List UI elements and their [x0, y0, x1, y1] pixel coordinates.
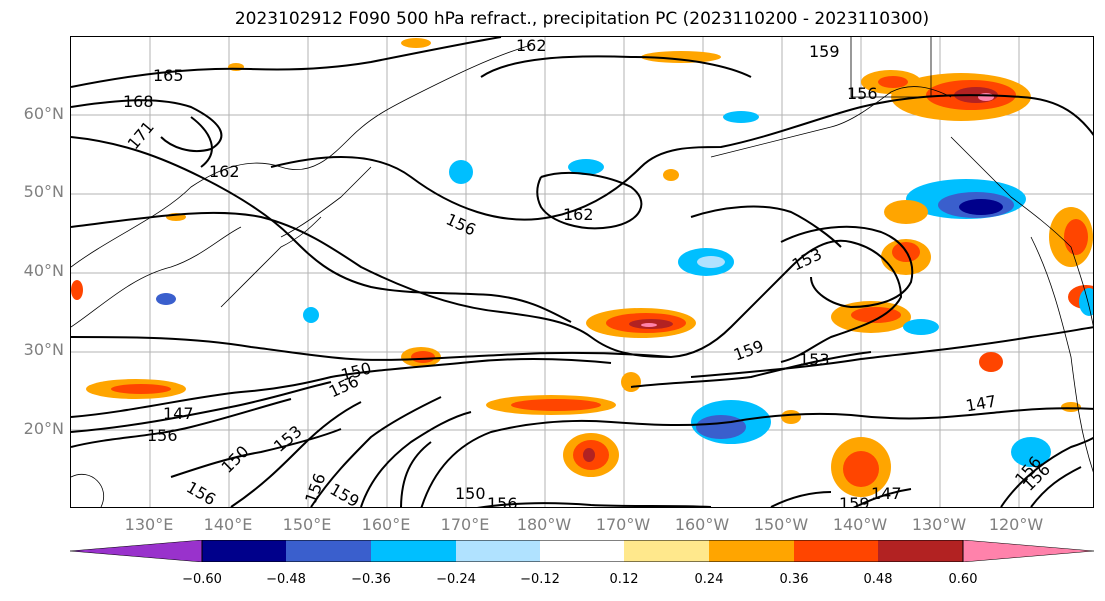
colorbar-extend-low: [69, 539, 203, 563]
colorbar-swatch: [624, 540, 709, 562]
colorbar-tick: −0.60: [182, 572, 222, 587]
contour-label: 165: [153, 66, 184, 85]
colorbar-swatch: [878, 540, 963, 562]
colorbar-tick: 0.60: [948, 572, 978, 587]
contour-label: 156: [487, 494, 518, 508]
lat-label-40n: 40°N: [23, 261, 64, 280]
contour-label: 156: [183, 477, 219, 508]
precip-shading: [71, 38, 1093, 497]
contour-label: 168: [123, 92, 154, 111]
contour-label: 159: [809, 42, 840, 61]
colorbar-canvas: [69, 539, 1095, 563]
lon-label-140w: 140°W: [832, 515, 888, 534]
colorbar-tick: 0.36: [779, 572, 809, 587]
map-title: 2023102912 F090 500 hPa refract., precip…: [234, 9, 930, 29]
lat-label-60n: 60°N: [23, 104, 64, 123]
contour-label: 153: [799, 350, 830, 369]
colorbar-tick: −0.48: [266, 572, 306, 587]
coastlines: [71, 37, 1093, 507]
colorbar-tick: 0.24: [694, 572, 724, 587]
lon-label-150e: 150°E: [282, 515, 332, 534]
map-panel: 162 159 165 168 171 162 156 162 156 153 …: [70, 36, 1094, 508]
colorbar-tick: −0.12: [520, 572, 560, 587]
contour-label: 159: [327, 479, 363, 508]
colorbar-tick: −0.36: [351, 572, 391, 587]
lon-label-180w: 180°W: [516, 515, 572, 534]
contour-label: 150: [455, 484, 486, 503]
lat-label-20n: 20°N: [23, 419, 64, 438]
contour-label: 159: [731, 336, 766, 364]
lon-label-160e: 160°E: [361, 515, 411, 534]
contour-label: 159: [839, 494, 870, 508]
lat-label-30n: 30°N: [23, 340, 64, 359]
lon-label-140e: 140°E: [203, 515, 253, 534]
colorbar-tick: 0.48: [863, 572, 893, 587]
map-canvas: 162 159 165 168 171 162 156 162 156 153 …: [71, 37, 1093, 508]
contour-label: 150: [218, 442, 253, 477]
contour-label: 153: [789, 244, 825, 274]
colorbar-swatch: [794, 540, 878, 562]
colorbar-swatch: [202, 540, 286, 562]
lon-label-150w: 150°W: [753, 515, 809, 534]
contour-label: 156: [147, 426, 178, 445]
contour-label: 147: [163, 404, 194, 423]
lat-label-50n: 50°N: [23, 182, 64, 201]
colorbar-swatch: [709, 540, 794, 562]
contour-label: 162: [516, 37, 547, 55]
colorbar-extend-high: [962, 539, 1095, 563]
lon-label-160w: 160°W: [674, 515, 730, 534]
lon-label-170w: 170°W: [595, 515, 651, 534]
colorbar-tick: 0.12: [609, 572, 639, 587]
colorbar-swatch: [371, 540, 456, 562]
contour-label: 156: [847, 84, 878, 103]
contour-label: 156: [301, 471, 329, 506]
colorbar-tick: −0.24: [436, 572, 476, 587]
contour-label: 153: [270, 422, 306, 456]
contour-label: 162: [209, 162, 240, 181]
refractivity-contours: [71, 37, 1093, 507]
contour-label: 147: [871, 484, 902, 503]
contour-label: 162: [563, 205, 594, 224]
colorbar-swatch: [540, 540, 624, 562]
lon-label-170e: 170°E: [440, 515, 490, 534]
colorbar-swatch: [286, 540, 371, 562]
lon-label-120w: 120°W: [988, 515, 1044, 534]
colorbar-swatch: [456, 540, 540, 562]
contour-label: 156: [443, 209, 479, 239]
lon-label-130e: 130°E: [124, 515, 174, 534]
colorbar: [69, 539, 1095, 563]
lon-label-130w: 130°W: [911, 515, 967, 534]
